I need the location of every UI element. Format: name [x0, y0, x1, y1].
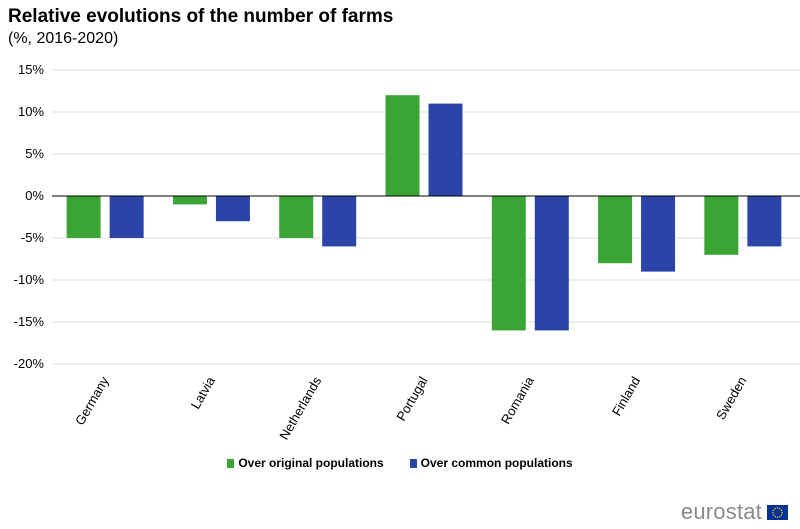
- eu-flag-icon: [767, 504, 788, 520]
- y-tick-label: -5%: [21, 230, 45, 245]
- bar-latvia-original: [172, 196, 207, 205]
- eu-star: [772, 508, 775, 511]
- eu-star: [774, 507, 776, 509]
- bar-germany-original: [66, 196, 101, 238]
- bar-romania-common: [534, 196, 569, 331]
- y-tick-label: -20%: [14, 356, 45, 371]
- eu-star: [772, 511, 774, 513]
- x-tick-label: Sweden: [713, 374, 749, 422]
- legend-label-common: Over common populations: [420, 456, 573, 470]
- x-tick-label: Germany: [72, 374, 112, 428]
- bar-germany-common: [109, 196, 144, 238]
- eu-star: [774, 515, 776, 517]
- eu-star: [776, 506, 779, 509]
- chart-subtitle: (%, 2016-2020): [8, 30, 119, 47]
- legend-item-common: Over common populations: [409, 456, 573, 470]
- bar-sweden-original: [704, 196, 739, 255]
- y-tick-label: 5%: [25, 146, 44, 161]
- y-tick-label: -15%: [14, 314, 45, 329]
- chart-title: Relative evolutions of the number of far…: [8, 6, 394, 27]
- bar-netherlands-original: [279, 196, 314, 238]
- logo-text: eurostat: [680, 499, 762, 524]
- eu-star: [780, 508, 783, 511]
- legend-label-original: Over original populations: [238, 456, 384, 470]
- eurostat-logo: eurostat: [681, 499, 788, 525]
- bar-netherlands-common: [322, 196, 357, 247]
- x-tick-label: Portugal: [393, 374, 430, 424]
- eu-star: [780, 513, 783, 516]
- bar-latvia-common: [215, 196, 250, 222]
- eu-star: [779, 507, 781, 509]
- y-tick-label: 0%: [25, 188, 44, 203]
- bar-finland-common: [641, 196, 676, 272]
- eu-star: [772, 513, 775, 516]
- bar-sweden-common: [747, 196, 782, 247]
- eu-star: [781, 511, 783, 513]
- legend-swatch-original: [227, 458, 235, 468]
- bar-portugal-common: [428, 103, 463, 196]
- bar-romania-original: [491, 196, 526, 331]
- legend-item-original: Over original populations: [227, 456, 384, 470]
- x-tick-label: Romania: [498, 373, 537, 426]
- bars: [66, 95, 782, 331]
- tick-labels: 15% 10% 5% 0% -5% -10% -15% -20% Germany Latvia Ne…: [14, 62, 750, 442]
- eu-star: [776, 515, 779, 518]
- x-tick-label: Netherlands: [276, 374, 324, 443]
- gridlines: [52, 69, 800, 365]
- legend: Over original populations Over common po…: [0, 456, 800, 470]
- bar-portugal-original: [385, 95, 420, 196]
- y-tick-label: 15%: [18, 62, 44, 77]
- x-tick-label: Latvia: [188, 373, 219, 411]
- eu-star: [779, 515, 781, 517]
- bar-finland-original: [598, 196, 633, 264]
- y-tick-label: -10%: [14, 272, 45, 287]
- x-tick-label: Finland: [609, 374, 643, 418]
- y-tick-label: 10%: [18, 104, 44, 119]
- legend-swatch-common: [409, 458, 417, 468]
